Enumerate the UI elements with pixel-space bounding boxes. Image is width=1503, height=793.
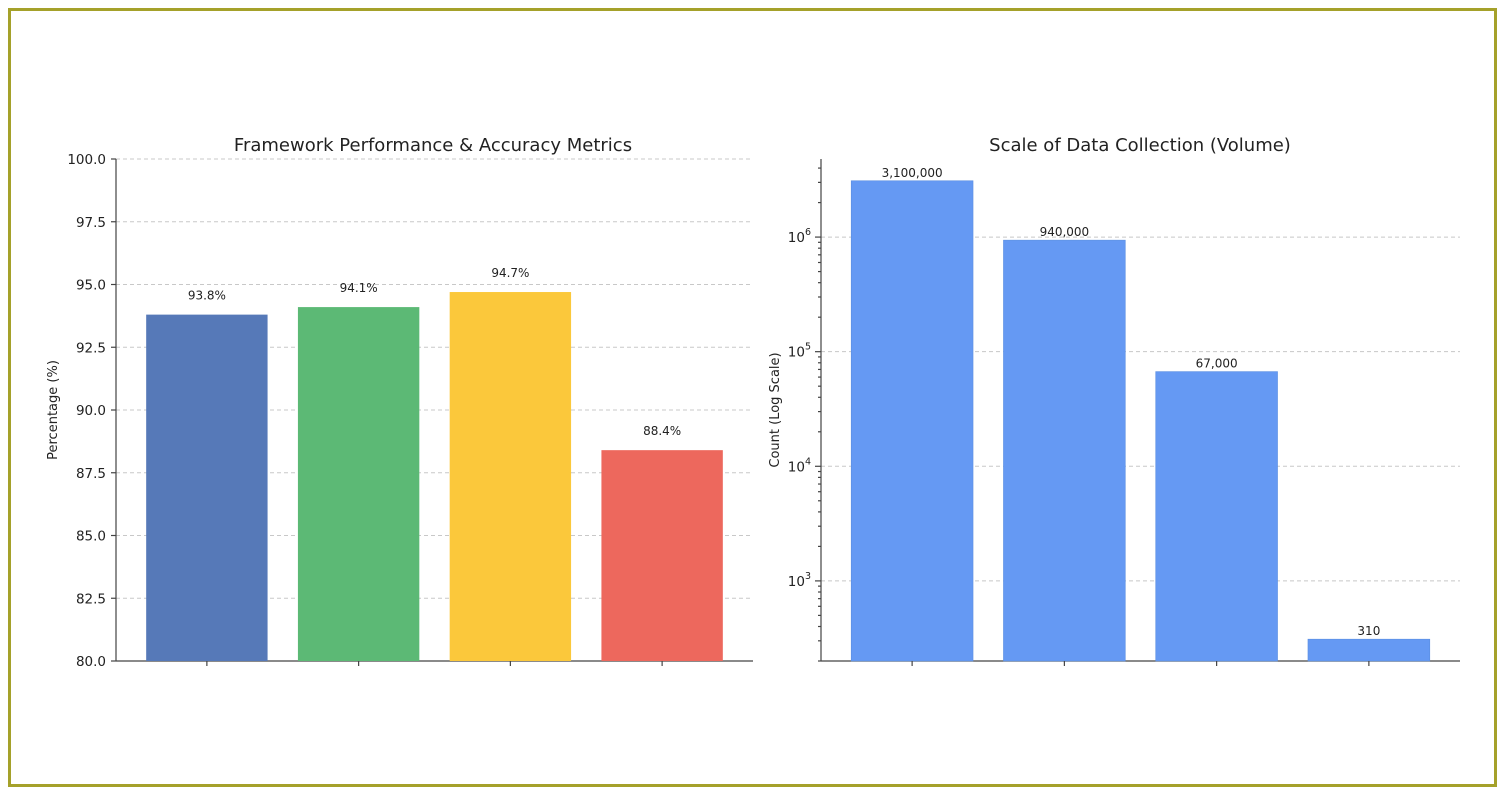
- accuracy-bar-value-label: 94.1%: [340, 281, 378, 295]
- volume-chart-title: Scale of Data Collection (Volume): [989, 135, 1291, 156]
- volume-y-tick-label: 103: [788, 571, 811, 590]
- accuracy-y-tick-label: 82.5: [76, 591, 106, 607]
- accuracy-bar: [146, 314, 268, 661]
- accuracy-bar: [297, 307, 420, 661]
- accuracy-y-tick-label: 92.5: [76, 340, 106, 356]
- accuracy-y-tick-label: 100.0: [67, 152, 106, 168]
- volume-y-tick-label: 106: [788, 227, 811, 246]
- volume-chart: Scale of Data Collection (Volume) Count …: [768, 135, 1460, 666]
- volume-bar-value-label: 3,100,000: [882, 166, 943, 180]
- accuracy-bar-value-label: 94.7%: [491, 266, 529, 280]
- accuracy-chart: Framework Performance & Accuracy Metrics…: [46, 135, 753, 670]
- accuracy-chart-y-axis-label: Percentage (%): [46, 360, 61, 460]
- volume-bar: [1155, 371, 1278, 662]
- accuracy-chart-title: Framework Performance & Accuracy Metrics: [234, 135, 632, 156]
- volume-bar: [1307, 638, 1431, 662]
- accuracy-y-tick-label: 85.0: [76, 529, 106, 545]
- volume-bar: [850, 180, 974, 662]
- accuracy-bar-value-label: 93.8%: [188, 289, 226, 303]
- accuracy-y-tick-label: 95.0: [76, 278, 106, 294]
- volume-y-tick-label: 105: [788, 342, 811, 361]
- volume-chart-y-axis-label: Count (Log Scale): [768, 352, 783, 467]
- accuracy-y-tick-label: 80.0: [76, 654, 106, 670]
- volume-y-tick-label: 104: [788, 456, 811, 475]
- accuracy-y-tick-label: 90.0: [76, 403, 106, 419]
- accuracy-y-tick-label: 87.5: [76, 466, 106, 482]
- volume-bar-value-label: 67,000: [1196, 357, 1238, 371]
- accuracy-bar: [601, 450, 723, 661]
- accuracy-bar: [449, 292, 572, 661]
- accuracy-y-tick-label: 97.5: [76, 215, 106, 231]
- volume-bar-value-label: 310: [1357, 624, 1380, 638]
- volume-bar-value-label: 940,000: [1040, 225, 1090, 239]
- volume-bar: [1003, 239, 1126, 662]
- accuracy-bar-value-label: 88.4%: [643, 424, 681, 438]
